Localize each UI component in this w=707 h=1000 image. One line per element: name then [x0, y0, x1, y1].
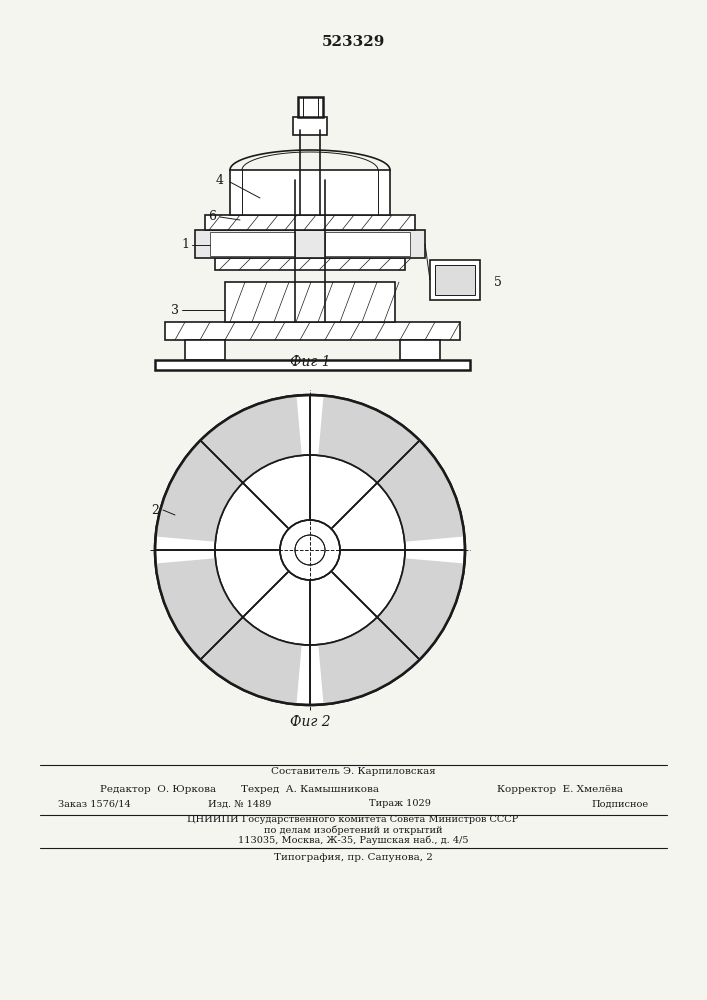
Text: Типография, пр. Сапунова, 2: Типография, пр. Сапунова, 2	[274, 854, 433, 862]
Polygon shape	[318, 558, 464, 704]
Text: Заказ 1576/14: Заказ 1576/14	[58, 800, 131, 808]
Circle shape	[155, 395, 465, 705]
Polygon shape	[156, 396, 302, 542]
Bar	[155, 360, 470, 370]
Text: 3: 3	[171, 304, 179, 316]
Circle shape	[295, 535, 325, 565]
Text: 113035, Москва, Ж-35, Раушская наб., д. 4/5: 113035, Москва, Ж-35, Раушская наб., д. …	[238, 835, 468, 845]
Bar	[195, 230, 425, 258]
Text: Корректор  Е. Хмелёва: Корректор Е. Хмелёва	[497, 786, 623, 794]
Bar	[400, 340, 440, 360]
Text: Фиг 1: Фиг 1	[290, 355, 330, 369]
Bar	[185, 340, 225, 360]
Circle shape	[280, 520, 340, 580]
Bar	[293, 117, 327, 135]
Text: ЦНИИПИ Государственного комитета Совета Министров СССР: ЦНИИПИ Государственного комитета Совета …	[187, 816, 519, 824]
Text: Фиг 2: Фиг 2	[290, 715, 330, 729]
Bar	[298, 97, 322, 117]
Bar	[230, 170, 390, 215]
Polygon shape	[318, 396, 464, 542]
Text: 6: 6	[208, 211, 216, 224]
Bar	[435, 265, 475, 295]
Text: Техред  А. Камышникова: Техред А. Камышникова	[241, 786, 379, 794]
Text: по делам изобретений и открытий: по делам изобретений и открытий	[264, 825, 443, 835]
Bar	[225, 282, 395, 322]
Bar	[210, 232, 295, 256]
Text: Изд. № 1489: Изд. № 1489	[209, 800, 271, 808]
Polygon shape	[156, 558, 302, 704]
Text: Редактор  О. Юркова: Редактор О. Юркова	[100, 786, 216, 794]
Text: 523329: 523329	[321, 35, 385, 49]
Bar	[205, 215, 415, 230]
Text: 1: 1	[181, 238, 189, 251]
Bar	[165, 322, 460, 340]
Text: Тираж 1029: Тираж 1029	[369, 800, 431, 808]
Text: 2: 2	[151, 504, 159, 516]
Bar	[430, 260, 480, 300]
Bar	[215, 258, 405, 270]
Text: Подписное: Подписное	[592, 800, 648, 808]
Circle shape	[215, 455, 405, 645]
Bar	[325, 232, 410, 256]
Text: 4: 4	[216, 174, 224, 186]
Text: Составитель Э. Карпиловская: Составитель Э. Карпиловская	[271, 768, 436, 776]
Text: 5: 5	[494, 275, 502, 288]
